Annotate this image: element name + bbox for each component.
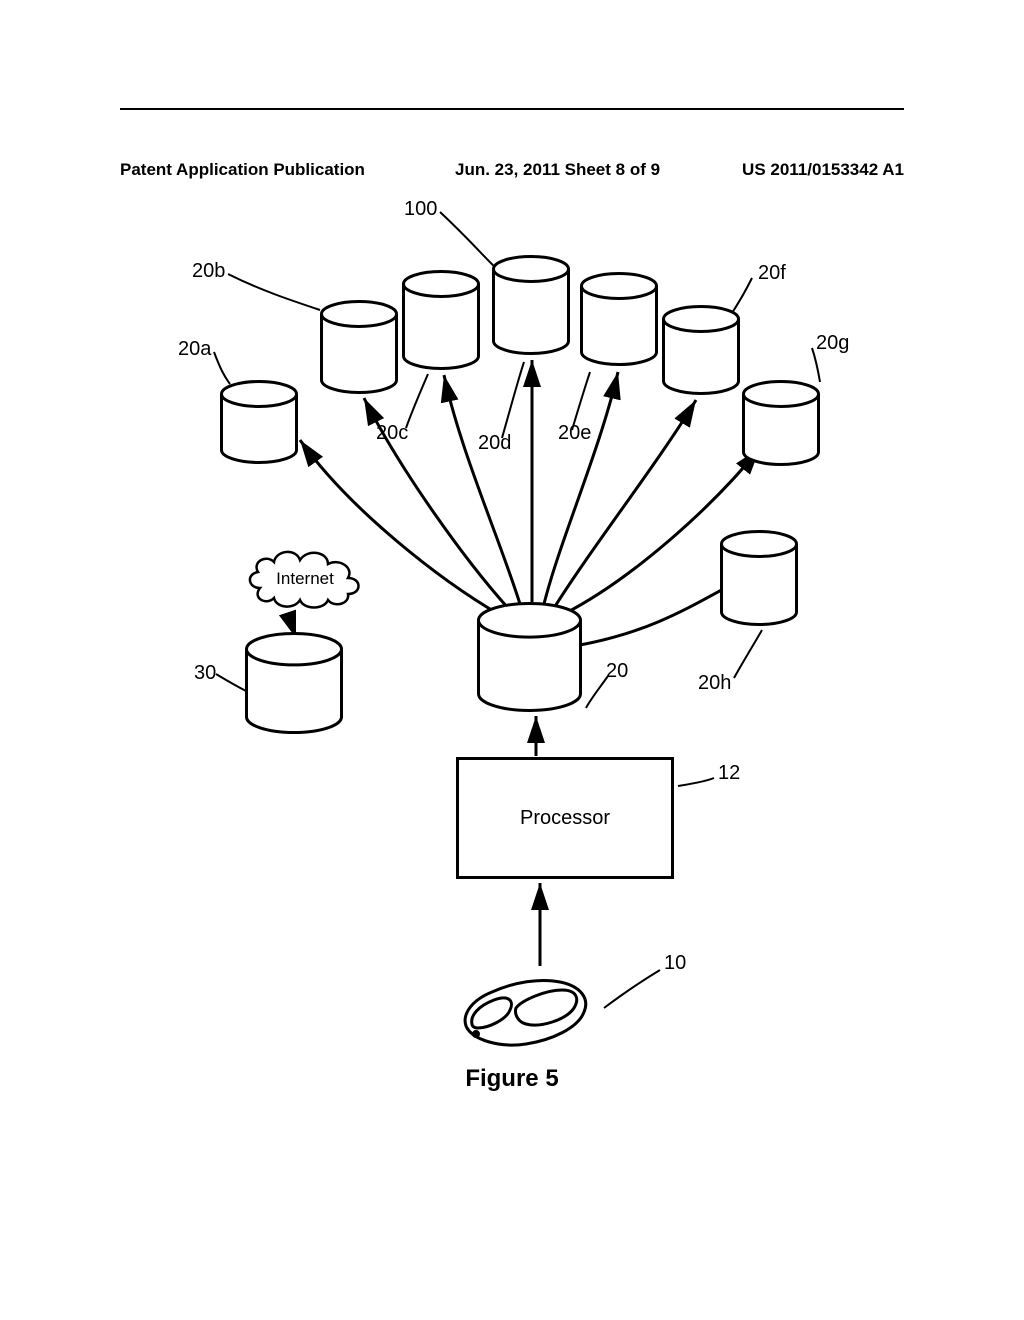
ref-12: 12 xyxy=(718,762,740,785)
ref-30: 30 xyxy=(194,662,216,685)
database-cylinder-c20a xyxy=(220,380,298,464)
database-cylinder-c20g xyxy=(742,380,820,466)
database-cylinder-c20c xyxy=(402,270,480,370)
processor-box: Processor xyxy=(456,757,674,879)
figure-caption: Figure 5 xyxy=(0,1065,1024,1093)
header-left: Patent Application Publication xyxy=(120,160,365,180)
database-cylinder-c30 xyxy=(245,632,343,734)
page: Patent Application Publication Jun. 23, … xyxy=(0,0,1024,1320)
internet-cloud: Internet xyxy=(240,538,370,616)
header-rule xyxy=(120,108,904,110)
ref-20a: 20a xyxy=(178,338,211,361)
ref-20g: 20g xyxy=(816,332,849,355)
processor-label: Processor xyxy=(520,807,610,830)
ref-20b: 20b xyxy=(192,260,225,283)
database-cylinder-c20f xyxy=(662,305,740,395)
ref-20: 20 xyxy=(606,660,628,683)
header-center: Jun. 23, 2011 Sheet 8 of 9 xyxy=(455,160,660,180)
ref-20f: 20f xyxy=(758,262,786,285)
database-cylinder-c20b xyxy=(320,300,398,394)
ref-20d: 20d xyxy=(478,432,511,455)
mobile-phone-icon xyxy=(456,968,596,1052)
database-cylinder-c20e xyxy=(580,272,658,366)
database-cylinder-c20d xyxy=(492,255,570,355)
ref-100: 100 xyxy=(404,198,437,221)
ref-10: 10 xyxy=(664,952,686,975)
ref-20h: 20h xyxy=(698,672,731,695)
system-diagram: Internet Processor 100 20b 20a 20c 20d 2… xyxy=(140,200,880,1100)
database-cylinder-c20 xyxy=(477,602,582,712)
database-cylinder-c20h xyxy=(720,530,798,626)
ref-20c: 20c xyxy=(376,422,408,445)
internet-label: Internet xyxy=(276,569,334,588)
header-right: US 2011/0153342 A1 xyxy=(742,160,904,180)
ref-20e: 20e xyxy=(558,422,591,445)
